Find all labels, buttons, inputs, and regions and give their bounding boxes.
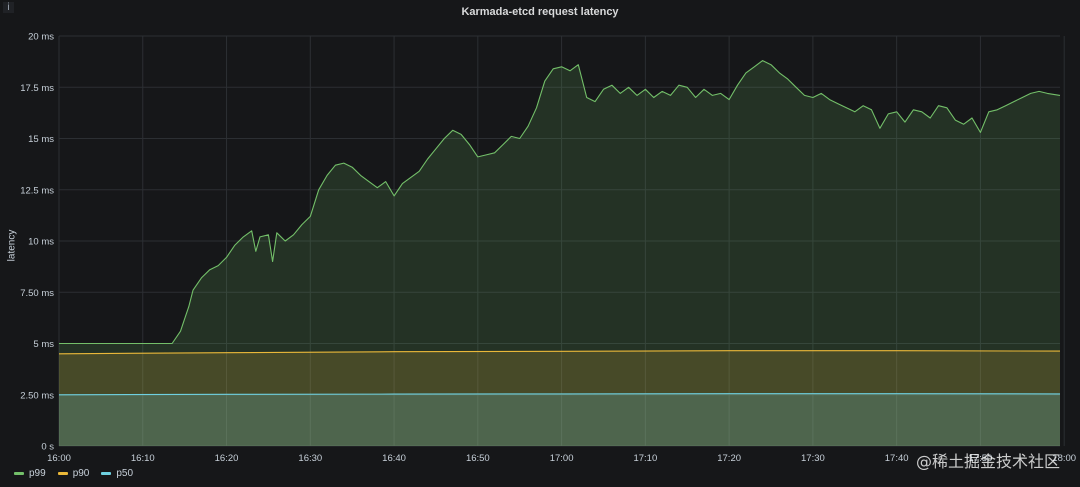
panel-title[interactable]: Karmada-etcd request latency — [461, 6, 619, 18]
y-tick-label: 17.5 ms — [20, 83, 54, 94]
x-axis-ticks: 16:00 16:10 16:20 16:30 16:40 16:50 17:00 17:10… — [47, 453, 1076, 464]
legend-swatch-p50 — [101, 472, 112, 475]
y-tick-label: 10 ms — [28, 237, 54, 248]
watermark: @稀土掘金技术社区 — [915, 452, 1060, 471]
legend-item-p90[interactable]: p90 — [57, 468, 90, 479]
legend-swatch-p90 — [57, 472, 68, 475]
info-icon[interactable]: i — [3, 2, 14, 13]
area-p99 — [59, 60, 1060, 446]
x-tick-label: 16:30 — [298, 453, 322, 464]
legend-item-p50[interactable]: p50 — [101, 468, 133, 479]
x-tick-label: 17:30 — [801, 453, 825, 464]
y-tick-label: 0 s — [41, 442, 54, 453]
line-p99 — [59, 60, 1061, 345]
x-tick-label: 18:00 — [1052, 453, 1076, 464]
legend-swatch-p99 — [14, 472, 24, 475]
line-p50 — [58, 393, 1061, 396]
y-tick-label: 2.50 ms — [20, 390, 54, 401]
x-tick-label: 16:40 — [382, 453, 406, 464]
y-tick-label: 20 ms — [28, 32, 54, 43]
grid-lines — [58, 35, 1065, 447]
x-tick-label: 17:00 — [550, 453, 574, 464]
y-axis-ticks: 0 s 2.50 ms 5 ms 7.50 ms 10 ms 12.5 ms 15 ms 17… — [20, 32, 54, 453]
x-tick-label: 16:00 — [47, 453, 71, 464]
x-tick-label: 17:20 — [717, 453, 741, 464]
legend-label-p99: p99 — [29, 468, 46, 479]
x-tick-label: 16:20 — [215, 453, 239, 464]
line-p90 — [58, 350, 1061, 355]
legend: p99 p90 p50 — [14, 468, 133, 479]
y-tick-label: 15 ms — [28, 134, 54, 145]
area-p90 — [59, 350, 1060, 446]
x-tick-label: 16:10 — [131, 453, 155, 464]
y-tick-label: 5 ms — [33, 339, 54, 350]
series-lines — [58, 60, 1061, 396]
x-tick-label: 17:40 — [885, 453, 909, 464]
legend-label-p50: p50 — [116, 468, 134, 479]
area-p50 — [59, 393, 1060, 446]
y-tick-label: 12.5 ms — [20, 185, 54, 196]
y-tick-label: 7.50 ms — [20, 288, 54, 299]
legend-item-p99[interactable]: p99 — [14, 468, 46, 479]
x-tick-label: 17:10 — [633, 453, 657, 464]
series-areas — [59, 60, 1060, 446]
x-tick-label: 17:50 — [969, 453, 993, 464]
legend-label-p90: p90 — [72, 468, 90, 479]
x-tick-label: 16:50 — [466, 453, 490, 464]
